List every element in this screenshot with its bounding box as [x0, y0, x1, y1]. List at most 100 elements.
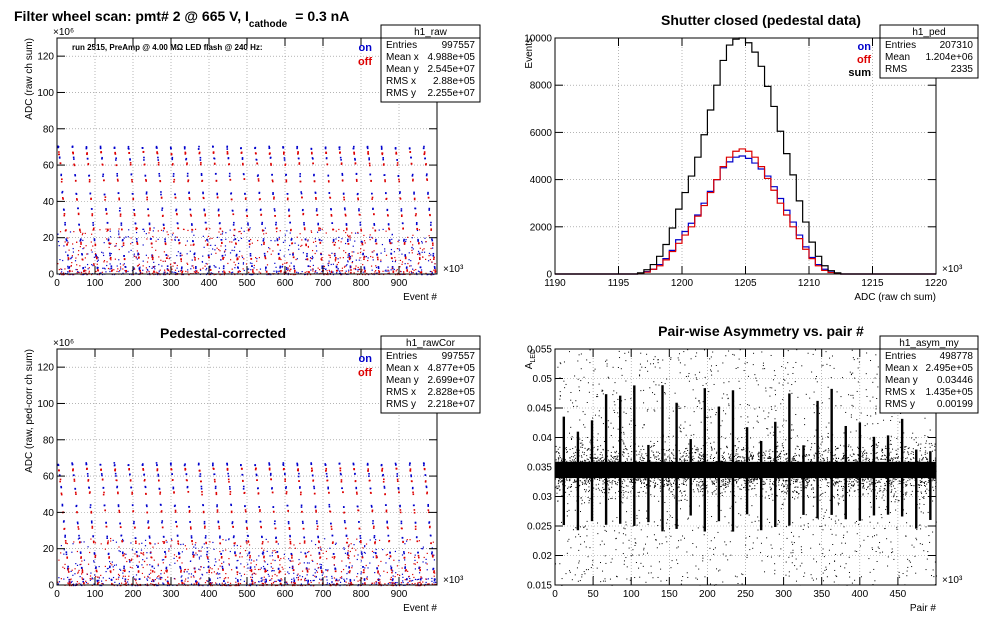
data-point	[209, 579, 211, 582]
data-point	[123, 567, 125, 570]
data-point	[107, 567, 109, 570]
y-tick-label: 80	[43, 435, 55, 446]
data-point	[123, 263, 125, 265]
data-point	[621, 439, 623, 441]
data-point	[289, 547, 291, 549]
data-point	[142, 566, 144, 569]
data-point	[229, 241, 231, 243]
data-point	[375, 583, 377, 585]
stat-value: 2.699e+07	[427, 375, 475, 386]
data-point	[60, 173, 63, 176]
data-point	[811, 464, 813, 466]
data-point	[148, 537, 151, 539]
data-point	[172, 479, 174, 481]
data-point	[139, 272, 141, 274]
data-point	[338, 247, 340, 249]
data-point	[301, 244, 303, 247]
data-point	[394, 260, 396, 263]
data-point	[310, 584, 312, 587]
data-point	[122, 540, 125, 542]
data-point	[315, 570, 318, 572]
data-point	[594, 466, 596, 468]
data-point	[786, 486, 788, 488]
data-point	[168, 550, 170, 552]
data-point	[207, 565, 210, 568]
data-point	[430, 228, 433, 230]
data-point	[272, 506, 275, 508]
data-point	[276, 230, 278, 233]
data-point	[385, 254, 388, 256]
data-point	[417, 263, 419, 265]
data-point	[400, 208, 403, 210]
data-point	[279, 559, 281, 561]
data-point	[194, 571, 197, 573]
data-point	[370, 255, 372, 258]
data-point	[350, 581, 352, 584]
data-point	[301, 570, 304, 572]
data-point	[399, 191, 401, 193]
data-point	[423, 584, 426, 587]
data-point	[320, 569, 323, 572]
data-point	[268, 579, 271, 581]
data-point	[403, 272, 405, 274]
data-point	[100, 151, 102, 153]
data-point	[417, 250, 420, 253]
data-point	[797, 465, 799, 467]
data-point	[67, 257, 70, 259]
data-point	[268, 462, 270, 464]
data-point	[419, 569, 421, 572]
data-point	[708, 467, 710, 469]
data-point	[410, 552, 412, 554]
data-point	[182, 228, 185, 230]
data-point	[702, 454, 704, 456]
data-point	[77, 207, 79, 210]
data-point	[752, 455, 754, 457]
data-point	[414, 528, 417, 530]
data-point	[331, 577, 333, 579]
data-point	[853, 460, 855, 462]
data-point	[278, 579, 280, 581]
data-point	[270, 239, 272, 242]
data-point	[268, 145, 270, 148]
data-point	[336, 270, 338, 272]
data-point	[311, 157, 314, 159]
data-point	[431, 580, 433, 582]
data-point	[357, 270, 359, 273]
data-point	[258, 271, 260, 273]
data-point	[221, 254, 224, 257]
data-point	[334, 241, 337, 244]
data-point	[747, 480, 749, 482]
data-point	[372, 520, 374, 522]
data-point	[303, 228, 306, 231]
data-point	[422, 561, 424, 563]
data-point	[143, 478, 146, 481]
data-point	[415, 536, 418, 538]
data-point	[274, 549, 276, 552]
data-point	[203, 527, 206, 529]
data-point	[395, 572, 397, 574]
data-point	[893, 469, 895, 471]
data-point	[427, 193, 429, 195]
data-point	[374, 543, 376, 545]
data-point	[75, 563, 77, 565]
y-axis-label: Events	[524, 38, 535, 69]
data-point	[289, 538, 291, 541]
data-point	[273, 209, 276, 212]
data-point	[217, 209, 220, 212]
data-point	[110, 270, 113, 272]
data-point	[200, 485, 203, 488]
data-point	[561, 480, 563, 482]
data-point	[612, 480, 614, 482]
data-point	[414, 554, 416, 556]
data-point	[408, 464, 411, 466]
data-point	[210, 584, 212, 587]
data-point	[343, 196, 345, 199]
data-point	[728, 482, 730, 484]
data-point	[318, 269, 321, 271]
data-point	[262, 565, 265, 568]
data-point	[100, 468, 102, 471]
data-point	[431, 238, 433, 241]
data-point	[420, 269, 423, 271]
data-point	[91, 527, 94, 529]
data-point	[414, 556, 416, 558]
